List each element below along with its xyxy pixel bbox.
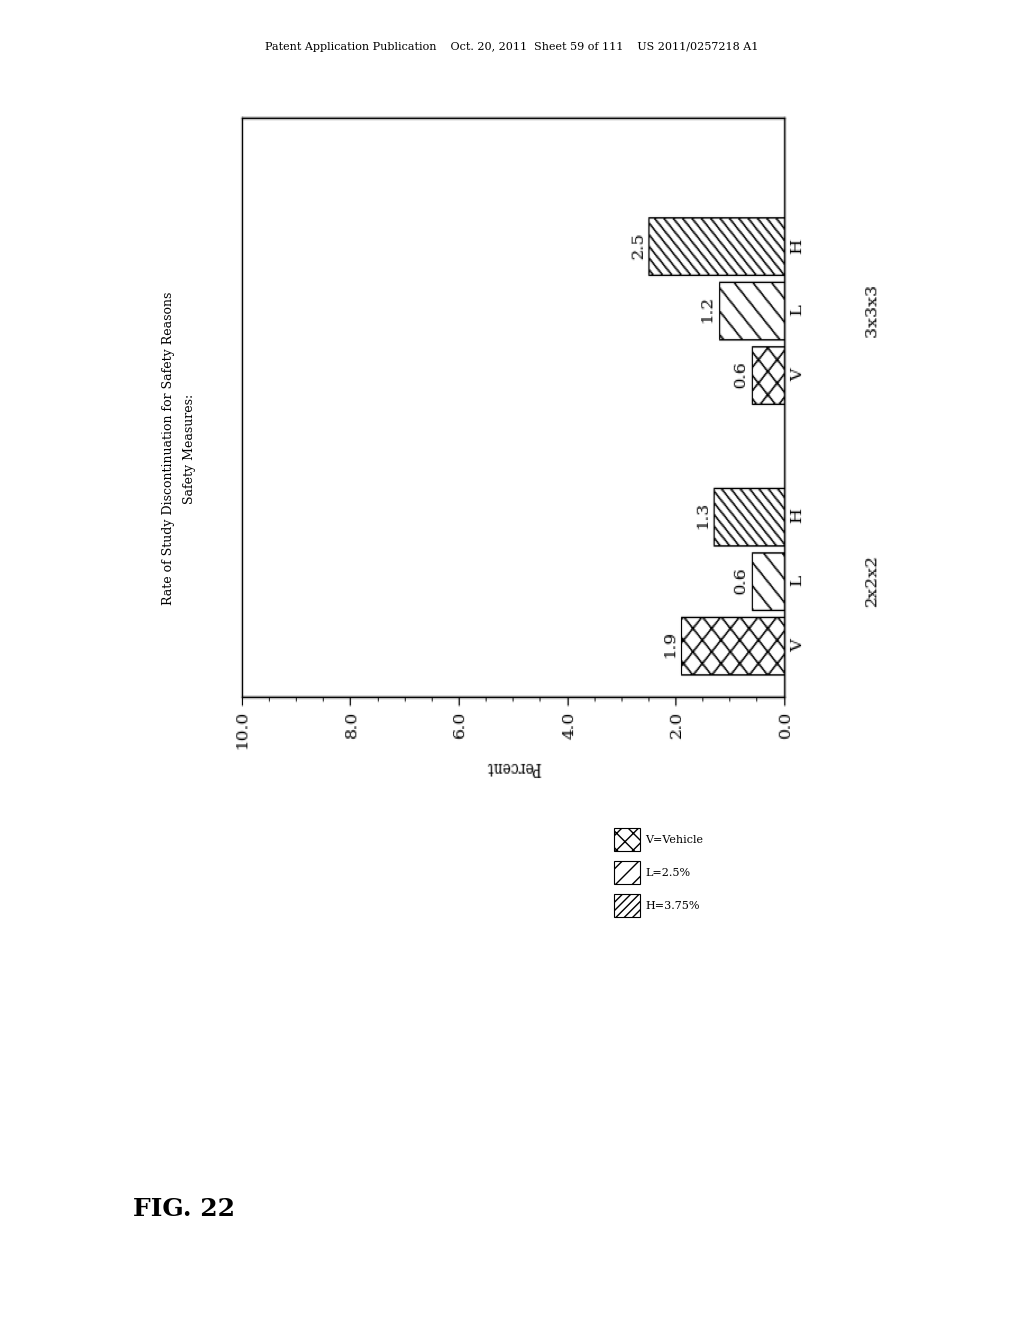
Text: Safety Measures:: Safety Measures: — [183, 393, 196, 504]
Text: Rate of Study Discontinuation for Safety Reasons: Rate of Study Discontinuation for Safety… — [163, 292, 175, 606]
Text: Patent Application Publication    Oct. 20, 2011  Sheet 59 of 111    US 2011/0257: Patent Application Publication Oct. 20, … — [265, 42, 759, 53]
Text: H=3.75%: H=3.75% — [645, 900, 699, 911]
Text: V=Vehicle: V=Vehicle — [645, 834, 703, 845]
Text: FIG. 22: FIG. 22 — [133, 1197, 236, 1221]
Text: L=2.5%: L=2.5% — [645, 867, 690, 878]
